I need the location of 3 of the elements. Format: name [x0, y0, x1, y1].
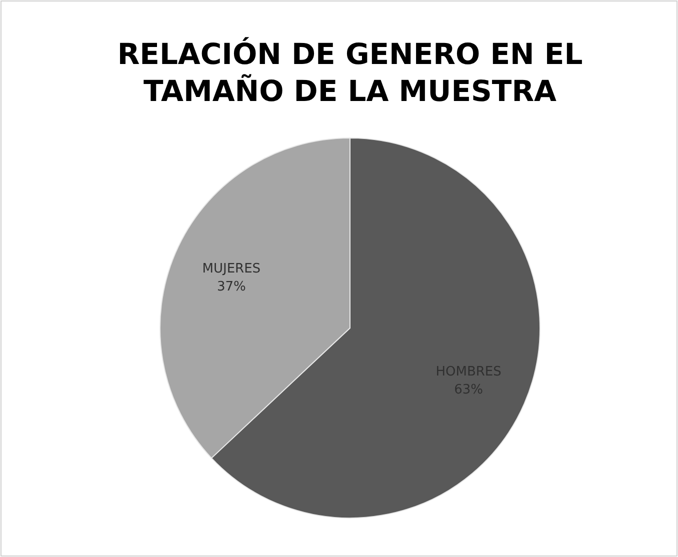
- data-label: 37%: [216, 280, 246, 295]
- chart-title: RELACIÓN DE GENERO EN EL TAMAÑO DE LA MUESTRA: [117, 37, 583, 108]
- slice-label: MUJERES: [202, 262, 261, 277]
